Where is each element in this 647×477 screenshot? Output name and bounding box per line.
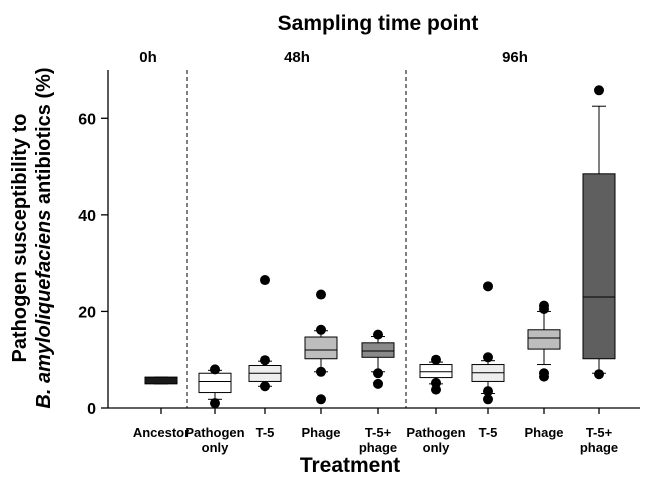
box xyxy=(304,336,338,360)
y-axis-label-rest: antibiotics (%) xyxy=(33,67,55,209)
x-tick-label-line: T-5+ xyxy=(586,425,613,440)
outlier-point xyxy=(539,371,549,382)
y-tick-label: 0 xyxy=(87,401,96,418)
x-tick-label-line: Pathogen xyxy=(185,425,244,440)
x-tick-label: T-5+ phage xyxy=(580,425,618,455)
outlier-point xyxy=(210,364,220,375)
x-axis xyxy=(108,407,640,414)
y-tick-label: 60 xyxy=(78,111,96,128)
x-tick-label-line: Pathogen xyxy=(406,425,465,440)
outlier-point xyxy=(594,369,604,380)
x-axis-label: Treatment xyxy=(300,454,400,477)
box-group xyxy=(471,281,505,405)
outlier-point xyxy=(316,324,326,335)
box xyxy=(419,364,453,379)
x-tick-label: Phage xyxy=(524,425,563,440)
y-tick-label: 20 xyxy=(78,304,96,321)
outlier-point xyxy=(483,394,493,405)
timepoint-labels: 0h 48h 96h xyxy=(139,49,528,66)
box-group xyxy=(361,329,395,389)
box xyxy=(198,372,232,394)
outlier-point xyxy=(260,381,270,392)
box-group xyxy=(248,275,282,392)
outlier-point xyxy=(539,304,549,315)
outlier-point xyxy=(316,366,326,377)
box xyxy=(527,329,561,350)
box-group xyxy=(582,85,616,380)
chart-title: Sampling time point xyxy=(278,12,479,35)
x-tick-label-line: T-5 xyxy=(256,425,275,440)
outlier-point xyxy=(210,398,220,409)
outlier-point xyxy=(260,355,270,366)
y-tick-label: 40 xyxy=(78,208,96,225)
x-tick-label: Phage xyxy=(301,425,340,440)
x-tick-label-line: T-5 xyxy=(479,425,498,440)
box-group xyxy=(304,289,338,405)
outlier-point xyxy=(373,378,383,389)
x-tick-label: T-5 xyxy=(479,425,498,440)
outlier-point xyxy=(316,394,326,405)
outlier-point xyxy=(483,281,493,292)
box-group xyxy=(527,300,561,382)
timepoint-label: 0h xyxy=(139,49,157,66)
y-axis-label-line2: B. amyloliquefaciens antibiotics (%) xyxy=(33,67,55,408)
outlier-point xyxy=(483,386,493,397)
x-tick-label: T-5 xyxy=(256,425,275,440)
outlier-point xyxy=(373,329,383,340)
outlier-point xyxy=(594,85,604,96)
x-tick-label: Pathogen only xyxy=(185,425,244,455)
timepoint-separators xyxy=(186,70,407,408)
x-tick-label-line: phage xyxy=(580,440,618,455)
y-axis-label: Pathogen susceptibility to B. amylolique… xyxy=(9,67,55,408)
x-tick-label: Ancestor xyxy=(133,425,189,440)
outlier-point xyxy=(260,275,270,286)
box-group xyxy=(419,354,453,395)
x-tick-label-line: only xyxy=(202,440,229,455)
timepoint-label: 48h xyxy=(284,49,310,66)
timepoint-label: 96h xyxy=(502,49,528,66)
boxes xyxy=(144,85,616,409)
x-tick-label-line: phage xyxy=(359,440,397,455)
box-group xyxy=(198,364,232,409)
outlier-point xyxy=(431,384,441,395)
x-tick-label-line: Phage xyxy=(524,425,563,440)
y-axis-label-line1: Pathogen susceptibility to xyxy=(9,114,31,363)
x-tick-label-line: only xyxy=(423,440,450,455)
box xyxy=(582,173,616,360)
x-tick-label-line: Ancestor xyxy=(133,425,189,440)
y-axis: 0 20 40 60 xyxy=(78,70,109,418)
y-axis-label-italic: B. amyloliquefaciens xyxy=(33,210,55,409)
box-group xyxy=(144,376,178,385)
x-tick-label: T-5+ phage xyxy=(359,425,397,455)
outlier-point xyxy=(431,354,441,365)
x-tick-label-line: Phage xyxy=(301,425,340,440)
box xyxy=(361,342,395,358)
outlier-point xyxy=(483,352,493,363)
outlier-point xyxy=(316,289,326,300)
x-tick-label: Pathogen only xyxy=(406,425,465,455)
outlier-point xyxy=(373,368,383,379)
x-tick-label-line: T-5+ xyxy=(365,425,392,440)
